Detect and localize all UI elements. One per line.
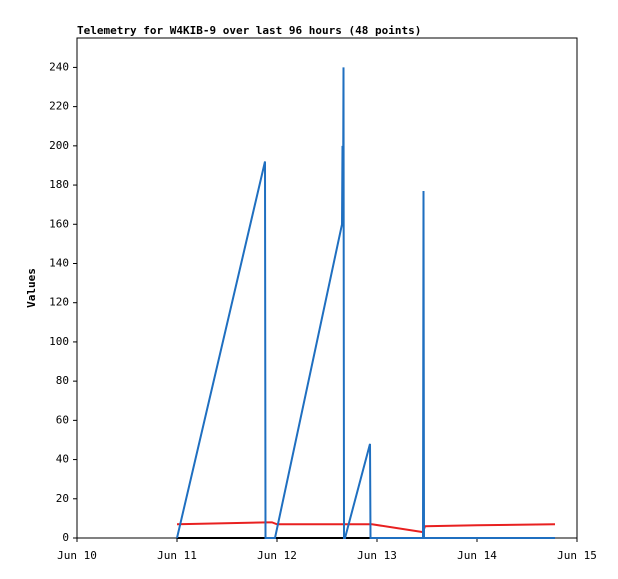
series-line [176, 67, 555, 539]
y-tick-label: 220 [49, 100, 69, 113]
y-tick-label: 200 [49, 139, 69, 152]
x-tick-label: Jun 15 [557, 549, 597, 562]
y-tick-label: 40 [56, 453, 69, 466]
x-tick-label: Jun 10 [57, 549, 97, 562]
y-tick-label: 60 [56, 413, 69, 426]
y-tick-label: 100 [49, 335, 69, 348]
x-tick-label: Jun 12 [257, 549, 297, 562]
y-tick-label: 240 [49, 60, 69, 73]
x-tick-label: Jun 13 [357, 549, 397, 562]
y-tick-label: 120 [49, 296, 69, 309]
y-tick-label: 160 [49, 217, 69, 230]
y-tick-label: 20 [56, 492, 69, 505]
x-tick-label: Jun 11 [157, 549, 197, 562]
y-tick-label: 180 [49, 178, 69, 191]
chart-title: Telemetry for W4KIB-9 over last 96 hours… [77, 24, 421, 37]
x-tick-label: Jun 14 [457, 549, 497, 562]
plot-frame [76, 37, 578, 539]
y-tick-label: 80 [56, 374, 69, 387]
y-tick-label: 0 [62, 531, 69, 544]
y-axis-label: Values [25, 268, 38, 308]
y-tick-label: 140 [49, 256, 69, 269]
series-line [176, 521, 556, 534]
